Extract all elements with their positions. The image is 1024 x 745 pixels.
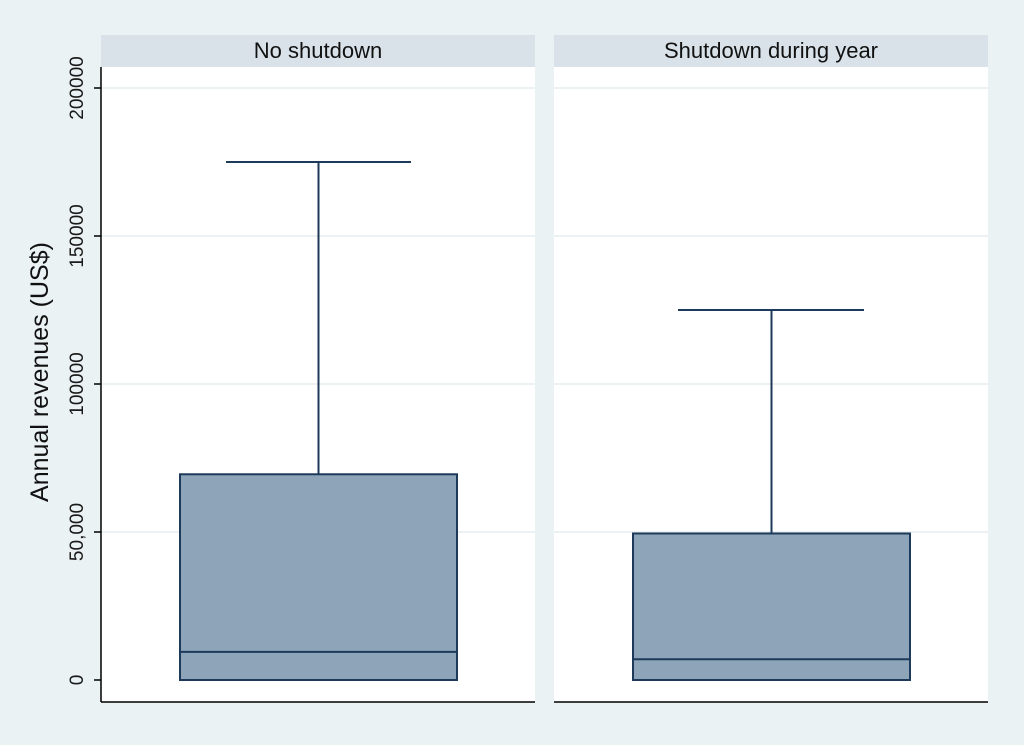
y-tick-label-4: 200000 xyxy=(67,56,88,119)
panel-2-title: Shutdown during year xyxy=(664,38,878,63)
panel-2-box xyxy=(632,532,911,681)
panel-1-box xyxy=(179,473,458,681)
y-tick-label-2: 100000 xyxy=(67,352,88,415)
y-tick-label-0: 0 xyxy=(67,675,88,686)
y-tick-label-1: 50,000 xyxy=(67,503,88,561)
panel-1-title: No shutdown xyxy=(254,38,382,63)
panel-2-header xyxy=(554,35,988,67)
panel-1-header xyxy=(101,35,535,67)
y-tick-label-3: 150000 xyxy=(67,204,88,267)
y-axis-title: Annual revenues (US$) xyxy=(26,242,54,502)
